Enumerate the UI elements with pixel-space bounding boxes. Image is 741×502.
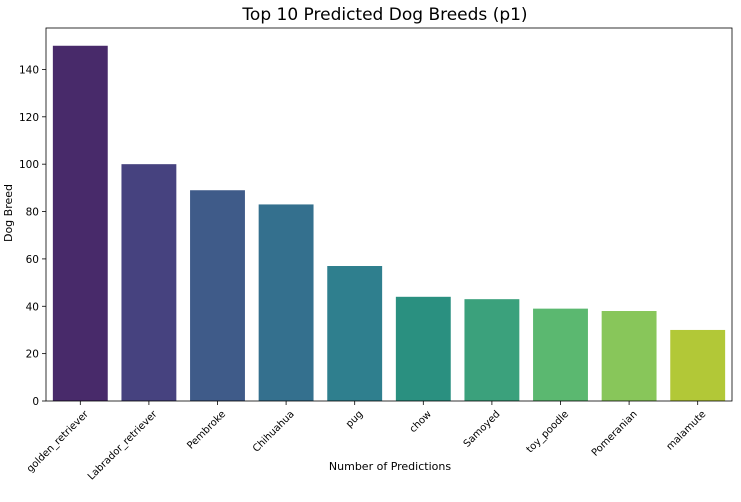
x-tick-label: Pembroke — [185, 409, 228, 452]
bar-Chihuahua — [258, 204, 314, 401]
x-tick-label: malamute — [665, 409, 709, 453]
bars — [52, 45, 726, 401]
x-tick-label: Samoyed — [462, 409, 503, 450]
bar-chow — [395, 296, 451, 401]
chart-title: Top 10 Predicted Dog Breeds (p1) — [241, 5, 527, 25]
x-tick-label: toy_poodle — [525, 409, 572, 456]
x-tick-label: chow — [408, 409, 434, 435]
x-tick-label: Pomeranian — [590, 409, 640, 459]
plot-frame — [45, 27, 733, 402]
y-tick-label: 40 — [26, 301, 39, 313]
bar-Labrador_retriever — [121, 164, 177, 401]
y-tick-label: 140 — [19, 64, 39, 76]
bar-pug — [327, 266, 383, 401]
y-tick-label: 0 — [32, 396, 39, 408]
x-tick-label: pug — [344, 409, 365, 430]
y-tick-label: 80 — [26, 207, 39, 219]
y-tick-label: 100 — [19, 159, 39, 171]
y-axis-title: Dog Breed — [2, 184, 15, 242]
bar-malamute — [670, 329, 726, 401]
y-tick-label: 120 — [19, 112, 39, 124]
y-axis: 0 20 40 60 80 100 120 140 — [19, 64, 46, 408]
x-tick-label: golden_retriever — [25, 408, 92, 475]
x-tick-label: Labrador_retriever — [86, 408, 160, 482]
bar-golden_retriever — [52, 45, 108, 401]
x-axis-title: Number of Predictions — [329, 460, 451, 473]
plot-border — [45, 27, 733, 402]
bar-Samoyed — [464, 299, 520, 401]
bar-Pembroke — [190, 190, 245, 401]
x-tick-label: Chihuahua — [251, 409, 297, 455]
y-tick-label: 20 — [26, 349, 39, 361]
y-tick-label: 60 — [26, 254, 39, 266]
bar-toy_poodle — [533, 308, 588, 401]
bar-Pomeranian — [601, 311, 657, 401]
